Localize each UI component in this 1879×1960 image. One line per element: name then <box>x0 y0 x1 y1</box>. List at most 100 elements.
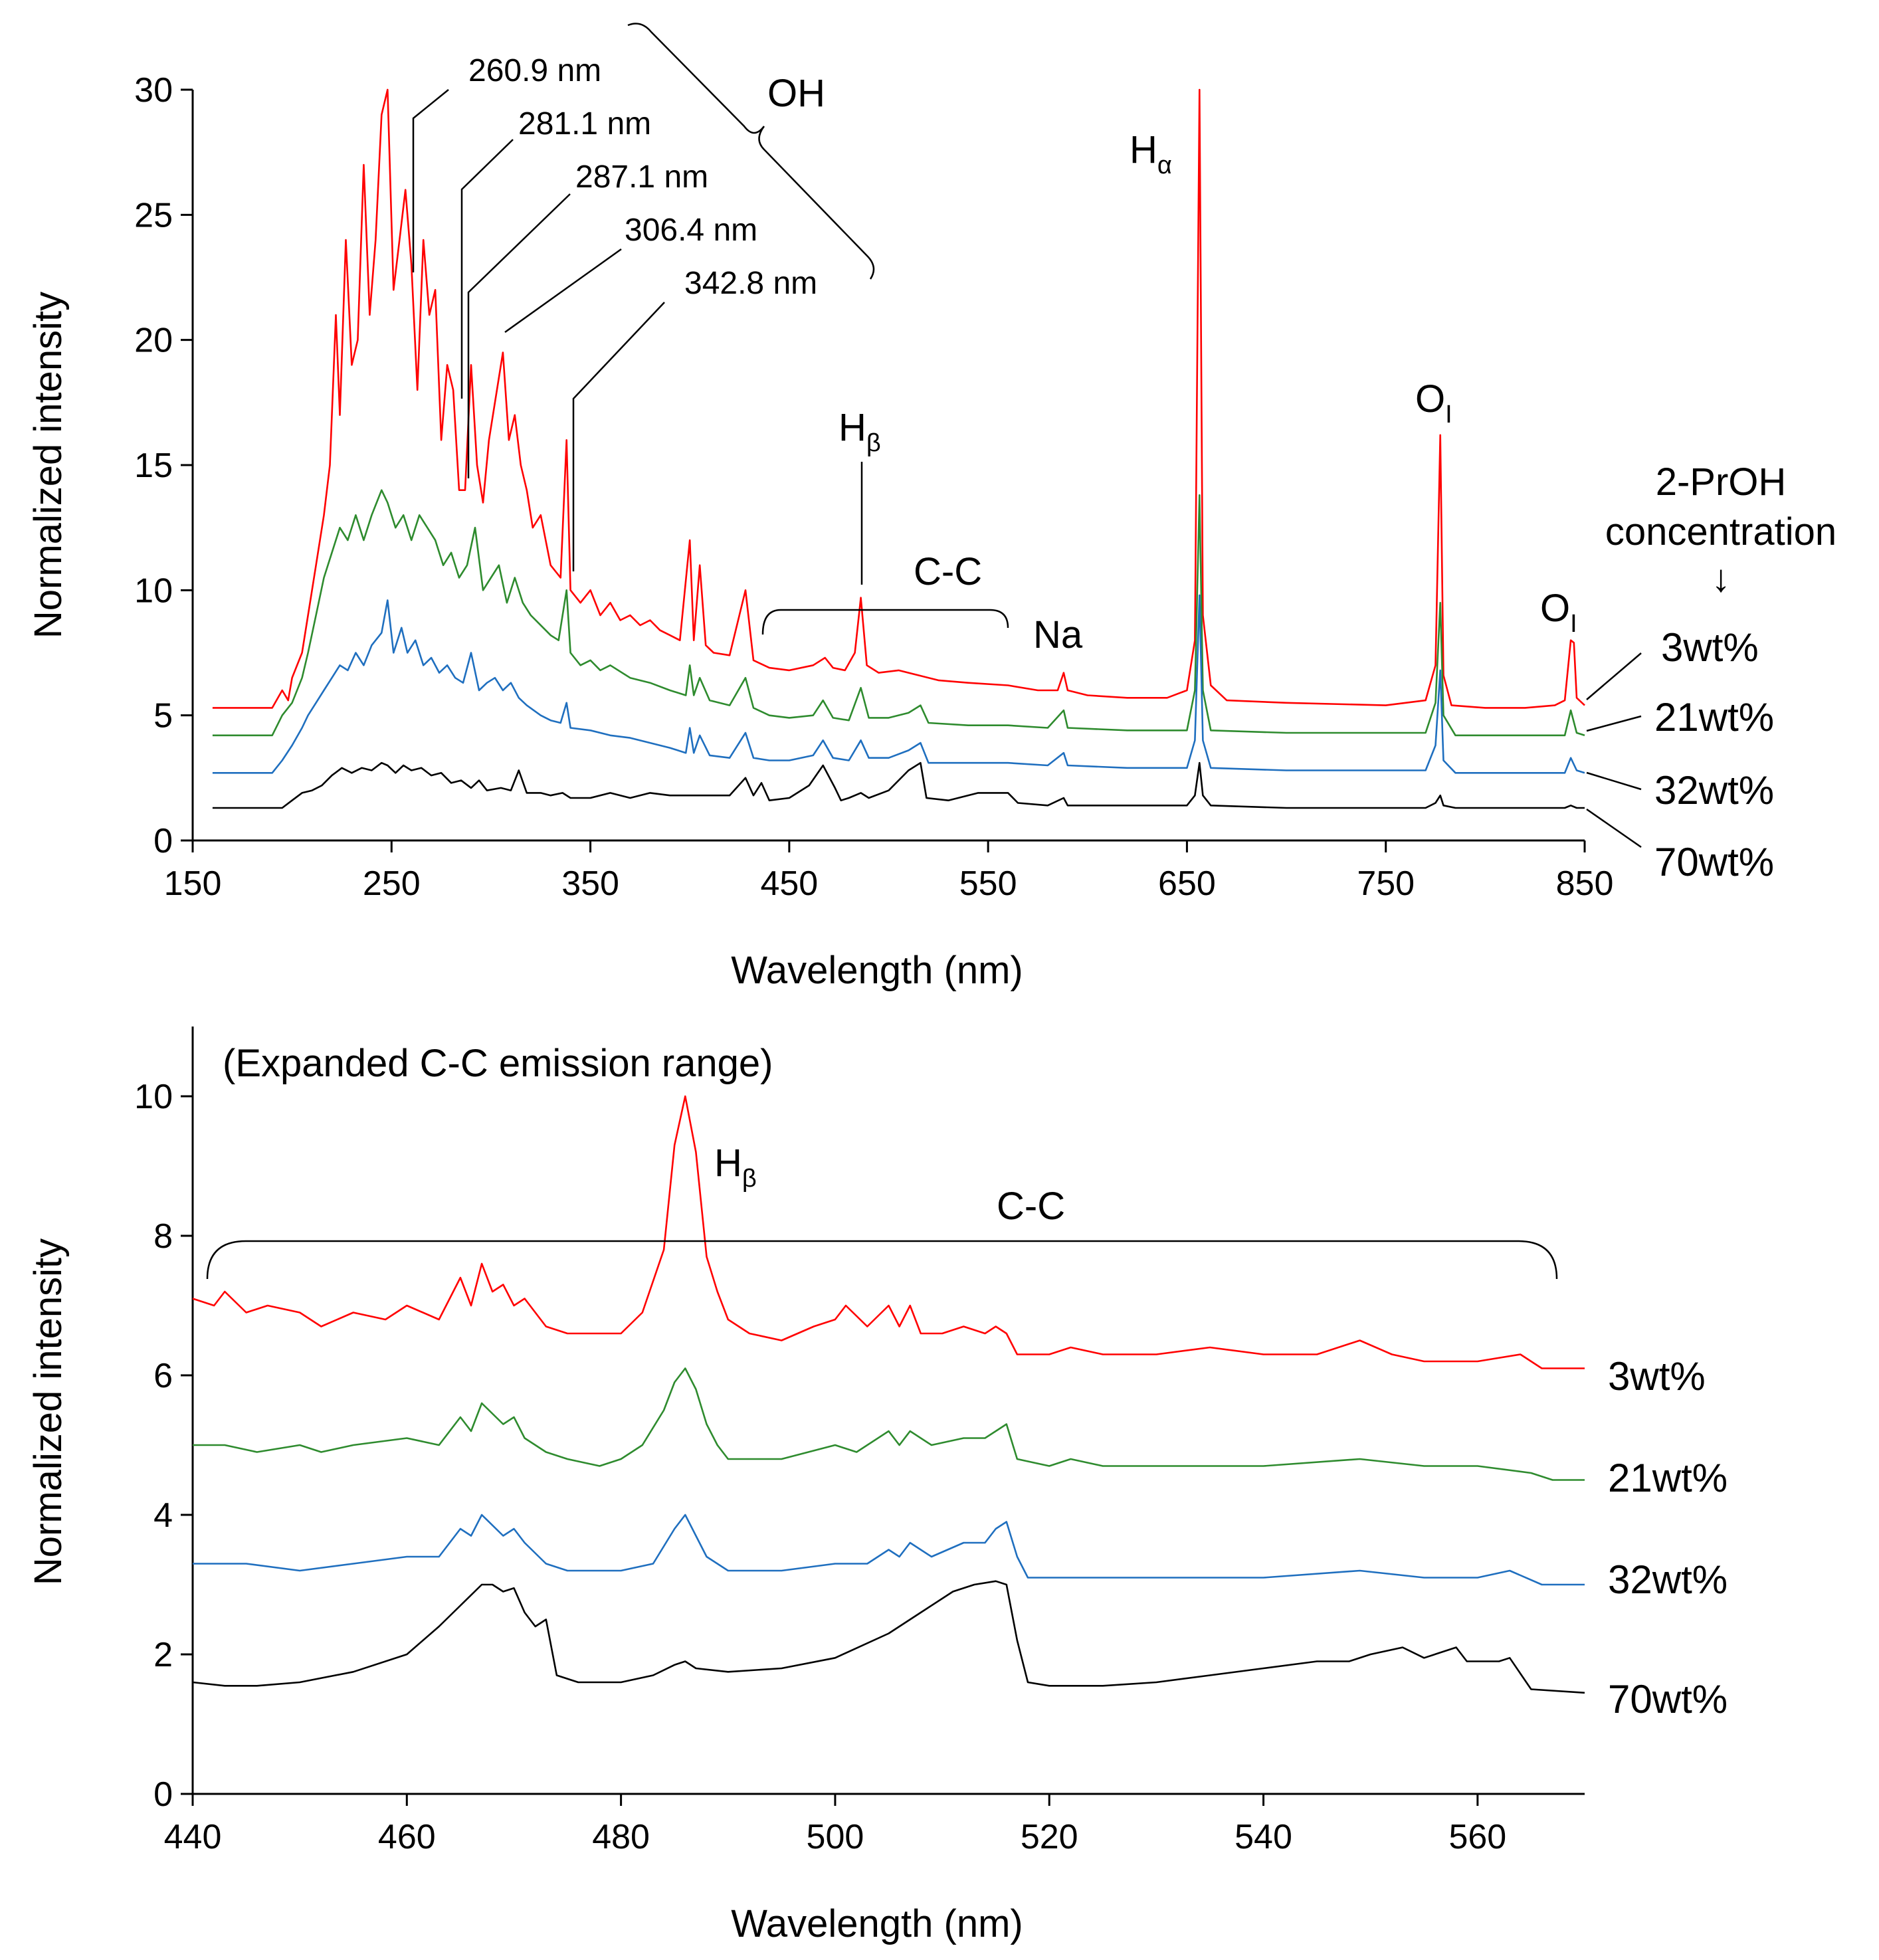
bottom-legend-3wt: 3wt% <box>1608 1354 1706 1399</box>
oh-leader-306 <box>504 248 622 334</box>
top-x-tick-label-1: 250 <box>363 864 421 903</box>
bottom-legend-32wt: 32wt% <box>1608 1557 1728 1602</box>
bottom-x-ticks: 440 460 480 500 520 540 560 <box>164 1794 1506 1856</box>
top-legend-21wt: 21wt% <box>1654 695 1774 739</box>
oh-brace <box>627 23 875 280</box>
oi-label-777: OI <box>1415 377 1452 429</box>
bottom-chart-title: (Expanded C-C emission range) <box>223 1042 773 1085</box>
top-x-tick-label-5: 650 <box>1158 864 1216 903</box>
top-chart: 0 5 10 15 20 25 30 150 250 350 450 550 650 750 850 Wa… <box>27 23 1836 992</box>
top-legend-70wt: 70wt% <box>1654 840 1774 884</box>
top-x-tick-label-7: 850 <box>1556 864 1614 903</box>
oh-label: OH <box>767 72 825 115</box>
top-series <box>212 88 1585 809</box>
bottom-y-tick-label-2: 4 <box>153 1496 173 1535</box>
bottom-y-tick-label-4: 8 <box>153 1217 173 1256</box>
top-series-line-32wtpct <box>212 594 1585 774</box>
oh-leader-260 <box>412 89 449 272</box>
bottom-cc-bracket <box>206 1240 1558 1280</box>
bottom-x-tick-label-0: 440 <box>164 1818 222 1856</box>
top-series-line-3wtpct <box>212 88 1585 709</box>
bottom-legend-70wt: 70wt% <box>1608 1677 1728 1721</box>
bottom-x-tick-label-2: 480 <box>592 1818 650 1856</box>
bottom-h-beta-label: Hβ <box>714 1141 757 1193</box>
top-x-tick-label-6: 750 <box>1357 864 1415 903</box>
top-legend-3wt: 3wt% <box>1661 625 1759 670</box>
oh-leader-342 <box>572 302 665 571</box>
bottom-series-line-3wtpct <box>192 1095 1585 1369</box>
bottom-y-tick-label-3: 6 <box>153 1357 173 1395</box>
oh-peak-label-281: 281.1 nm <box>518 106 651 142</box>
top-y-tick-label-5: 25 <box>134 196 173 235</box>
top-h-beta-label: Hβ <box>839 406 881 457</box>
bottom-x-tick-label-3: 500 <box>807 1818 864 1856</box>
top-y-tick-label-3: 15 <box>134 446 173 485</box>
bottom-y-tick-label-0: 0 <box>153 1775 173 1814</box>
bottom-x-tick-label-1: 460 <box>378 1818 436 1856</box>
top-cc-bracket <box>761 609 1009 635</box>
legend-arrow: ↓ <box>1712 557 1731 600</box>
top-y-ticks: 0 5 10 15 20 25 30 <box>134 71 193 860</box>
top-y-axis-title: Normalized intensity <box>27 292 70 638</box>
oh-peak-label-287: 287.1 nm <box>575 159 708 195</box>
oh-peak-label-260: 260.9 nm <box>468 53 601 88</box>
h-alpha-label: Hα <box>1130 128 1172 179</box>
oi-777-base: O <box>1415 377 1445 421</box>
na-label: Na <box>1033 613 1083 656</box>
bottom-x-axis-title: Wavelength (nm) <box>731 1902 1023 1945</box>
top-cc-label: C-C <box>914 550 982 593</box>
h-alpha-base: H <box>1130 128 1157 171</box>
bottom-x-tick-label-4: 520 <box>1021 1818 1078 1856</box>
bottom-y-tick-label-5: 10 <box>134 1078 173 1116</box>
top-y-tick-label-1: 5 <box>153 697 173 735</box>
bottom-series <box>192 1095 1585 1694</box>
bottom-legend-21wt: 21wt% <box>1608 1456 1728 1500</box>
top-y-tick-label-2: 10 <box>134 571 173 610</box>
top-h-beta-sub: β <box>866 429 881 457</box>
bottom-y-ticks: 0 2 4 6 8 10 <box>134 1078 193 1814</box>
oh-peak-label-306: 306.4 nm <box>625 213 757 248</box>
legend-leader-32wt <box>1586 771 1642 791</box>
bottom-series-line-70wtpct <box>192 1580 1585 1694</box>
legend-leader-3wt <box>1586 652 1642 700</box>
top-series-line-70wtpct <box>212 761 1585 809</box>
bottom-cc-label: C-C <box>997 1185 1065 1228</box>
legend-leader-21wt <box>1586 715 1642 732</box>
bottom-legend: 3wt% 21wt% 32wt% 70wt% <box>1608 1354 1728 1721</box>
top-x-axis-title: Wavelength (nm) <box>731 949 1023 992</box>
bottom-h-beta-base: H <box>714 1141 742 1185</box>
top-y-tick-label-0: 0 <box>153 822 173 860</box>
oi-777-sub: I <box>1445 401 1452 429</box>
oh-leader-281 <box>460 139 514 399</box>
h-alpha-sub: α <box>1157 151 1172 179</box>
top-y-tick-label-6: 30 <box>134 71 173 110</box>
oh-leader-287 <box>467 193 571 478</box>
top-x-tick-label-2: 350 <box>561 864 619 903</box>
top-x-tick-label-0: 150 <box>164 864 222 903</box>
top-y-tick-label-4: 20 <box>134 322 173 360</box>
oi-844-base: O <box>1540 587 1570 630</box>
top-legend-32wt: 32wt% <box>1654 768 1774 813</box>
top-x-tick-label-4: 550 <box>959 864 1017 903</box>
bottom-series-line-21wtpct <box>193 1367 1585 1481</box>
oh-peak-label-342: 342.8 nm <box>684 266 817 301</box>
legend-title-line-1: 2-PrOH <box>1656 460 1787 504</box>
top-series-line-21wtpct <box>212 489 1585 737</box>
top-x-ticks: 150 250 350 450 550 650 750 850 <box>164 840 1614 903</box>
oi-844-sub: I <box>1570 610 1577 638</box>
bottom-h-beta-sub: β <box>742 1165 757 1193</box>
bottom-x-tick-label-6: 560 <box>1448 1818 1506 1856</box>
legend-title-line-2: concentration <box>1605 510 1836 553</box>
legend-leader-70wt <box>1586 808 1642 848</box>
top-x-tick-label-3: 450 <box>760 864 818 903</box>
top-legend: 3wt% 21wt% 32wt% 70wt% <box>1586 625 1774 884</box>
oi-label-844: OI <box>1540 587 1577 638</box>
bottom-y-axis-title: Normalized intensity <box>27 1238 70 1585</box>
bottom-chart: 0 2 4 6 8 10 440 460 480 500 520 540 560 (Expanded … <box>27 1027 1728 1945</box>
bottom-series-line-32wtpct <box>193 1514 1585 1586</box>
oh-annotations: 260.9 nm 281.1 nm 287.1 nm 306.4 nm 342.… <box>412 23 875 571</box>
bottom-y-tick-label-1: 2 <box>153 1636 173 1674</box>
top-h-beta-base: H <box>839 406 866 449</box>
bottom-x-tick-label-5: 540 <box>1235 1818 1292 1856</box>
